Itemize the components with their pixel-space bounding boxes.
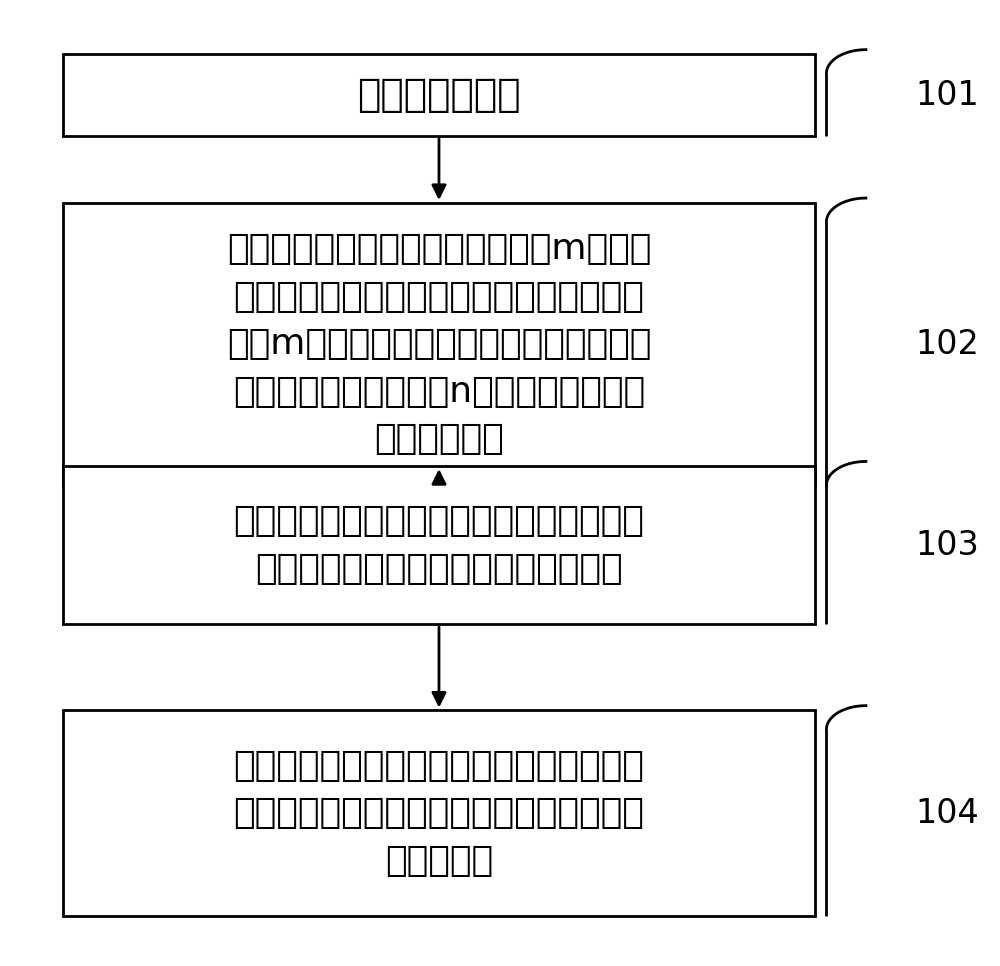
FancyBboxPatch shape — [63, 203, 815, 485]
Text: 根据所述第一音频数据、所述第一文本数据
以及所述第二音频数据，获得目标得分: 根据所述第一音频数据、所述第一文本数据 以及所述第二音频数据，获得目标得分 — [234, 504, 644, 586]
Text: 103: 103 — [915, 528, 979, 562]
Text: 获取待处理音频: 获取待处理音频 — [357, 76, 521, 114]
Text: 获取所述音频数据目标时间段中第m个第一
时间单元的第一音频数据，所述目标时间段
的第m个第一时间单元的第一文本数据，以
及所述目标时间段中第n个第二时间单元的
: 获取所述音频数据目标时间段中第m个第一 时间单元的第一音频数据，所述目标时间段 … — [227, 232, 651, 456]
FancyBboxPatch shape — [63, 54, 815, 136]
Text: 104: 104 — [915, 797, 979, 830]
Text: 若所述目标得分大于预设阈值，则根据所述
目标时间段对应的音频数据和文本数据，获
得目标音频: 若所述目标得分大于预设阈值，则根据所述 目标时间段对应的音频数据和文本数据，获 … — [234, 749, 644, 878]
FancyBboxPatch shape — [63, 467, 815, 624]
Text: 101: 101 — [915, 78, 979, 112]
FancyBboxPatch shape — [63, 710, 815, 917]
Text: 102: 102 — [915, 327, 979, 360]
